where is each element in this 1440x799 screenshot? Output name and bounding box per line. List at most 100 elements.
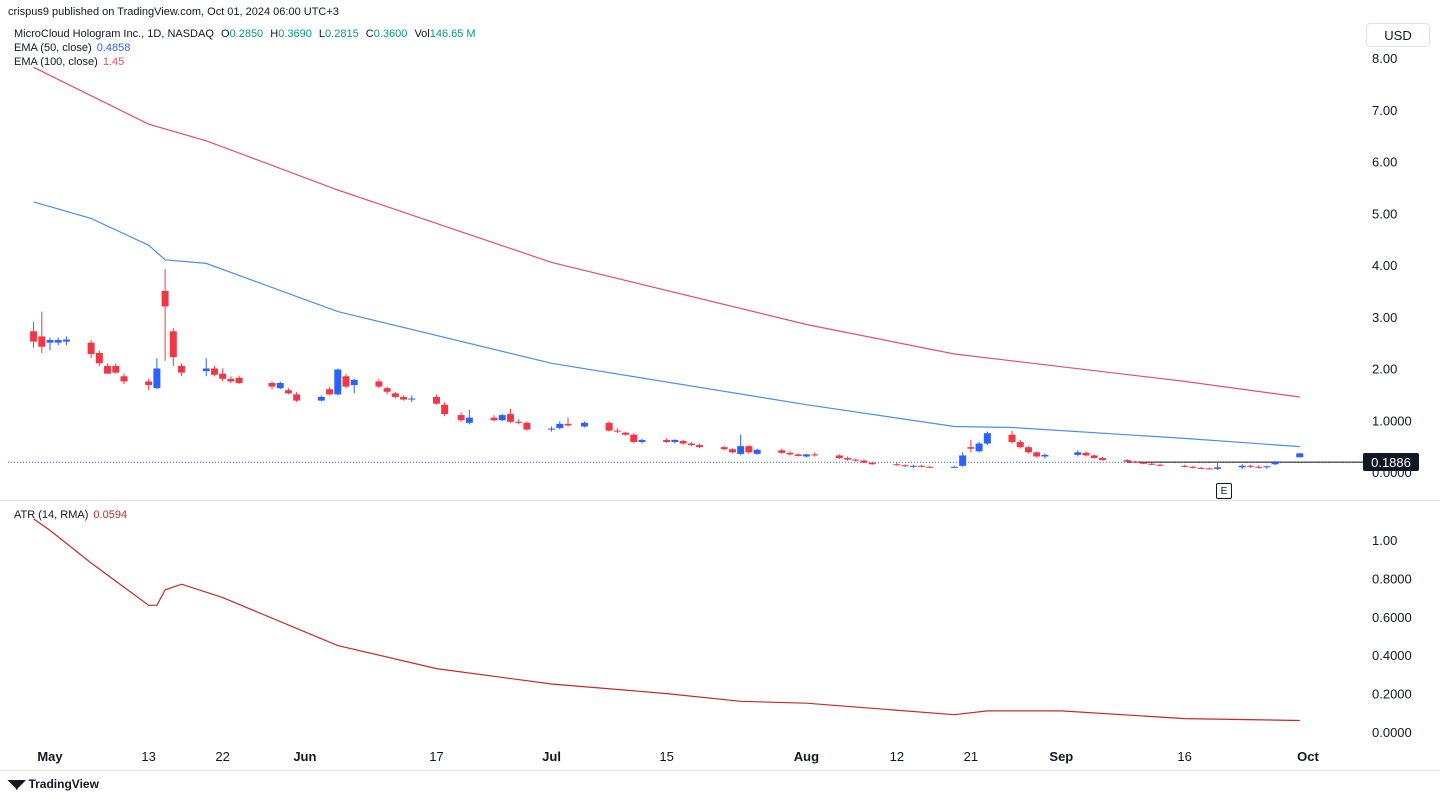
candle-body [1255,466,1263,468]
candle [375,378,383,389]
candle [391,391,399,399]
candle [1074,450,1082,457]
candle-body [350,379,358,386]
candle [38,311,46,353]
candle [87,340,95,359]
candle [868,461,876,465]
candle [457,412,465,422]
earnings-marker[interactable]: E [1216,483,1232,499]
candle [901,464,909,467]
ema50-line [33,201,1300,448]
atr-legend: ATR (14, RMA) 0.0594 [14,509,127,521]
candle-body [613,430,621,432]
candle-body [696,445,704,448]
candle [983,431,991,446]
candle [1214,461,1222,470]
open-label: O [220,28,230,40]
candle-body [95,352,103,364]
candle-body [1140,462,1148,464]
candle [975,441,983,453]
candle [1140,461,1148,465]
candle [967,439,975,453]
candle-body [30,331,38,342]
time-axis-tick: 15 [659,749,673,764]
volume-value: 146.65 M [429,28,476,40]
candle [794,453,802,457]
price-axis-tick: 2.00 [1372,362,1397,377]
candle [112,363,120,374]
candle-body [1296,453,1304,458]
candle [202,358,210,377]
candle [1082,451,1090,457]
candle [860,459,868,464]
candle-body [219,373,227,379]
time-axis-tick: 12 [890,749,904,764]
price-axis-tick: 3.00 [1372,310,1397,325]
time-axis-tick: 13 [141,749,155,764]
candle [334,368,342,396]
candle-body [622,432,630,435]
close-value: 0.3600 [373,28,408,40]
candle [728,448,736,454]
ema50-label: EMA (50, close) [14,42,92,54]
candle [153,358,161,390]
candle [441,402,449,417]
candle-body [1148,463,1156,465]
candle-body [383,388,391,392]
candle [210,365,218,377]
candle [284,388,292,395]
ema100-legend: EMA (100, close) 1.45 [14,56,124,68]
candle [342,373,350,389]
candle [687,441,695,447]
candle-body [268,382,276,387]
candle [1098,456,1106,461]
candle [498,414,506,422]
candle [893,462,901,466]
candle-body [391,393,399,397]
candle-body [918,465,926,467]
candle [556,421,564,430]
currency-button[interactable]: USD [1366,23,1430,47]
candle-body [1238,465,1246,468]
candle [1197,466,1205,469]
candle-body [983,433,991,444]
candle-body [728,449,736,453]
candle [515,419,523,425]
tradingview-logo-icon: ◥◤ [8,777,25,791]
candle-body [630,434,638,442]
candle-body [334,369,342,395]
candle [844,456,852,461]
candle-body [1074,452,1082,455]
candle-body [868,462,876,465]
candle [235,375,243,385]
candle [745,445,753,454]
candle-body [720,447,728,450]
candle [1246,464,1254,468]
open-value: 0.2850 [229,28,264,40]
brand-name: TradingView [28,777,99,791]
price-axis-tick: 8.00 [1372,51,1397,66]
ema50-legend: EMA (50, close) 0.4858 [14,42,130,54]
candle [1255,465,1263,469]
candle-body [1131,461,1139,463]
candle-body [54,340,62,343]
candle-body [794,454,802,456]
atr-line [33,518,1300,722]
atr-axis-tick: 0.8000 [1372,571,1412,586]
current-price-label: 0.1886 [1363,453,1419,471]
candle-body [1189,466,1197,468]
candle [268,381,276,390]
tradingview-brand[interactable]: ◥◤ TradingView [8,777,99,791]
candle [548,426,556,432]
candle [1131,460,1139,464]
time-axis-tick: 17 [429,749,443,764]
candle-body [276,382,284,389]
candle-body [556,423,564,429]
candle-body [753,449,761,454]
ema100-label: EMA (100, close) [14,56,98,68]
atr-axis-tick: 0.6000 [1372,610,1412,625]
candle-body [515,421,523,423]
candle [950,465,958,468]
candle [161,269,169,361]
